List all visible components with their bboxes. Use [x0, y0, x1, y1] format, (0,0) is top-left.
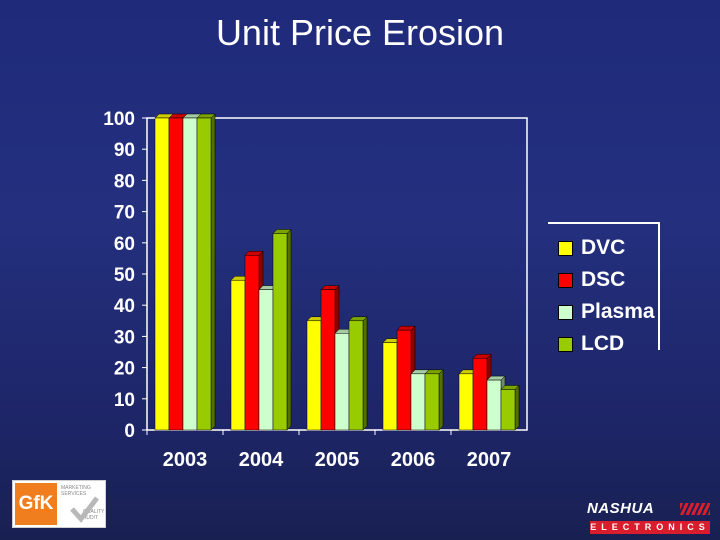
check-icon [70, 496, 99, 523]
legend-swatch [558, 336, 573, 352]
stripes-icon [680, 503, 710, 515]
bar-front [486, 379, 502, 431]
legend-label: DSC [581, 268, 626, 291]
bar-side [362, 316, 368, 431]
y-tick-label: 50 [114, 265, 135, 286]
bar-side [286, 228, 292, 431]
y-tick-label: 10 [114, 390, 135, 411]
legend-label: DVC [581, 236, 626, 259]
bar-front [258, 289, 274, 431]
bar-side [210, 113, 216, 431]
y-tick-label: 20 [114, 359, 135, 380]
chart-title: Unit Price Erosion [215, 12, 505, 53]
nashua-logo-sub: ELECTRONICS [590, 521, 710, 534]
gfk-logo-mark: GfK [15, 483, 57, 525]
y-axis-ticks: 0 10 20 30 40 50 60 70 80 90 100 [103, 109, 147, 442]
bar-lcd-2007 [500, 384, 520, 431]
y-tick-label: 70 [114, 203, 135, 224]
legend-swatch [558, 304, 573, 320]
gfk-logo-line-2: SERVICES [61, 491, 87, 497]
bar-front [382, 342, 398, 431]
bar-front [196, 117, 212, 431]
bar-side [438, 369, 444, 431]
bar-front [500, 389, 516, 431]
x-tick-label: 2006 [391, 449, 436, 471]
bar-front [154, 117, 170, 431]
bar-lcd-2003 [196, 113, 216, 431]
y-tick-label: 60 [114, 234, 135, 255]
bar-front [334, 333, 350, 431]
bar-front [320, 289, 336, 431]
bar-front [230, 279, 246, 431]
bar-front [348, 320, 364, 431]
bar-front [244, 255, 260, 431]
legend-label: Plasma [581, 300, 655, 323]
bar-lcd-2004 [272, 228, 292, 431]
legend-swatch [558, 240, 573, 256]
bar-side [514, 384, 520, 431]
nashua-logo: NASHUA ELECTRONICS [585, 500, 715, 536]
legend-label: LCD [581, 332, 625, 355]
legend-item-plasma: Plasma [558, 296, 658, 328]
bar-front [306, 320, 322, 431]
y-tick-label: 80 [114, 171, 135, 192]
x-tick-label: 2005 [315, 449, 360, 471]
bar-front [472, 357, 488, 431]
bar-lcd-2005 [348, 316, 368, 431]
x-tick-label: 2007 [467, 449, 512, 471]
x-axis-ticks: 2003 2004 2005 2006 2007 [146, 430, 512, 471]
bar-front [168, 117, 184, 431]
y-tick-label: 90 [114, 140, 135, 161]
y-tick-label: 0 [124, 421, 135, 442]
gfk-logo-line-1: MARKETING [61, 485, 91, 491]
bar-front [410, 373, 426, 431]
x-tick-label: 2004 [239, 449, 284, 471]
bar-front [424, 373, 440, 431]
bar-lcd-2006 [424, 369, 444, 431]
bars-group [154, 113, 520, 431]
y-tick-label: 30 [114, 327, 135, 348]
legend-item-dvc: DVC [558, 232, 658, 264]
bar-front [396, 329, 412, 431]
bar-front [272, 233, 288, 431]
gfk-logo: GfK MARKETING SERVICES QUALITY AUDIT [12, 480, 106, 528]
nashua-logo-word: NASHUA [587, 500, 655, 517]
y-tick-label: 100 [103, 109, 135, 130]
bar-front [182, 117, 198, 431]
x-tick-label: 2003 [163, 449, 208, 471]
bar-front [458, 373, 474, 431]
legend-item-dsc: DSC [558, 264, 658, 296]
legend: DVC DSC Plasma LCD [548, 222, 660, 355]
legend-swatch [558, 272, 573, 288]
gfk-logo-line-3: QUALITY [83, 509, 105, 515]
gfk-logo-line-4: AUDIT [83, 515, 98, 521]
y-tick-label: 40 [114, 296, 135, 317]
legend-item-lcd: LCD [558, 328, 658, 360]
